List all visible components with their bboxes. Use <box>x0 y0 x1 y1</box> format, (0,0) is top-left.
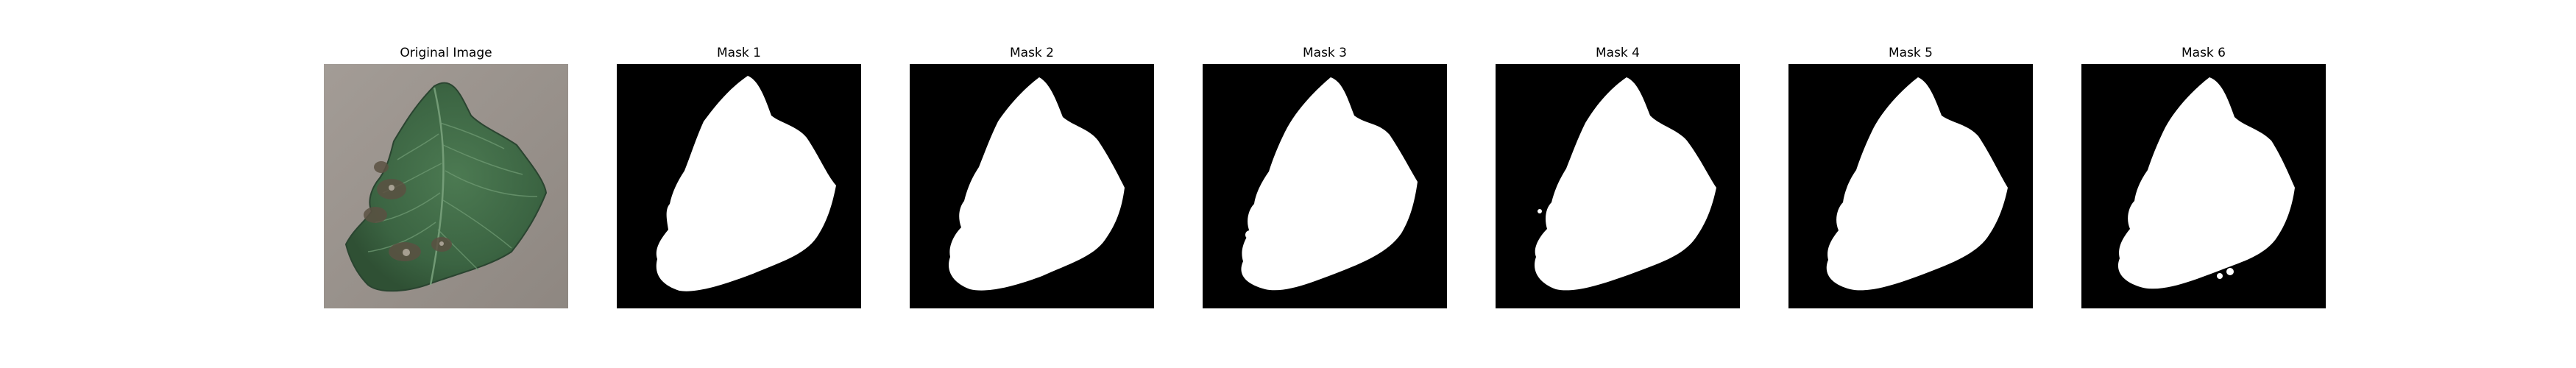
panel-mask-3: Mask 3 <box>1203 44 1447 309</box>
mask-4-image <box>1496 64 1740 308</box>
panel-original-image: Original Image <box>324 44 568 309</box>
panel-title: Mask 4 <box>1595 46 1640 60</box>
panel-title: Original Image <box>400 46 492 60</box>
panel-title: Mask 1 <box>716 46 761 60</box>
panel-mask-2: Mask 2 <box>910 44 1154 309</box>
panel-mask-6: Mask 6 <box>2081 44 2326 309</box>
panel-title: Mask 3 <box>1302 46 1347 60</box>
panel-mask-5: Mask 5 <box>1788 44 2033 309</box>
mask-6-image <box>2081 64 2326 308</box>
panel-title: Mask 2 <box>1009 46 1054 60</box>
panel-title: Mask 6 <box>2181 46 2226 60</box>
mask-3-image <box>1203 64 1447 308</box>
panel-mask-4: Mask 4 <box>1496 44 1740 309</box>
mask-1-image <box>617 64 861 308</box>
original-leaf-photo <box>324 64 568 308</box>
mask-2-image <box>910 64 1154 308</box>
mask-5-image <box>1788 64 2033 308</box>
panel-mask-1: Mask 1 <box>617 44 861 309</box>
panel-title: Mask 5 <box>1888 46 1933 60</box>
